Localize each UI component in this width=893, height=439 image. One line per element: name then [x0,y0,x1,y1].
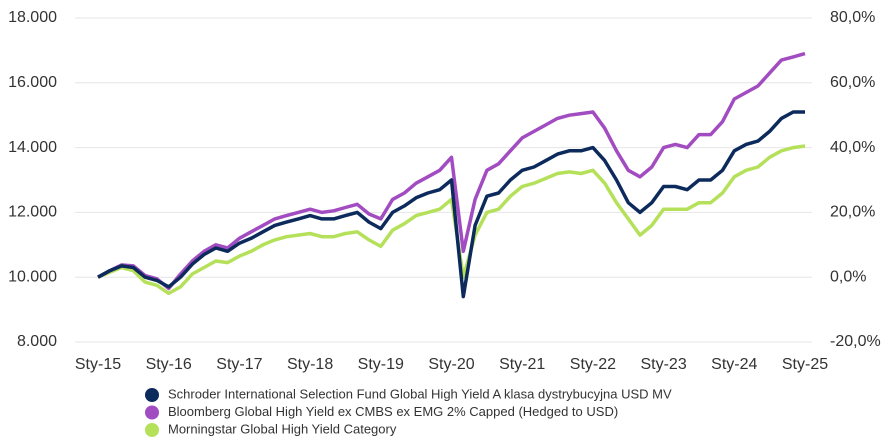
legend-marker [145,388,159,402]
legend-marker [145,423,159,437]
y-tick-label: 8.000 [17,333,57,350]
y2-tick-label: 80,0% [830,9,875,26]
x-tick-label: Sty-16 [146,356,192,373]
y2-tick-label: 0,0% [830,268,866,285]
y-tick-label: 10.000 [8,268,57,285]
series-line [97,144,806,296]
series-line [97,110,805,299]
y2-tick-label: 40,0% [830,139,875,156]
legend-label: Morningstar Global High Yield Category [168,421,397,436]
x-tick-label: Sty-25 [782,356,828,373]
x-tick-label: Sty-22 [570,356,616,373]
y-tick-label: 18.000 [8,9,57,26]
x-tick-label: Sty-20 [428,356,474,373]
x-tick-label: Sty-18 [287,356,333,373]
y2-tick-label: 20,0% [830,204,875,221]
legend-label: Schroder International Selection Fund Gl… [168,386,672,401]
legend-label: Bloomberg Global High Yield ex CMBS ex E… [168,404,618,419]
x-tick-label: Sty-21 [499,356,545,373]
x-tick-label: Sty-17 [216,356,262,373]
x-tick-label: Sty-24 [711,356,757,373]
x-tick-label: Sty-15 [75,356,121,373]
legend-marker [145,405,159,420]
y2-tick-label: -20,0% [830,333,881,350]
series-line [97,51,806,291]
x-tick-label: Sty-23 [640,356,686,373]
y-tick-label: 12.000 [8,204,57,221]
y2-tick-label: 60,0% [830,74,875,91]
legend: Schroder International Selection Fund Gl… [145,386,672,437]
y-tick-label: 14.000 [8,139,57,156]
x-tick-label: Sty-19 [358,356,404,373]
y-tick-label: 16.000 [8,74,57,91]
